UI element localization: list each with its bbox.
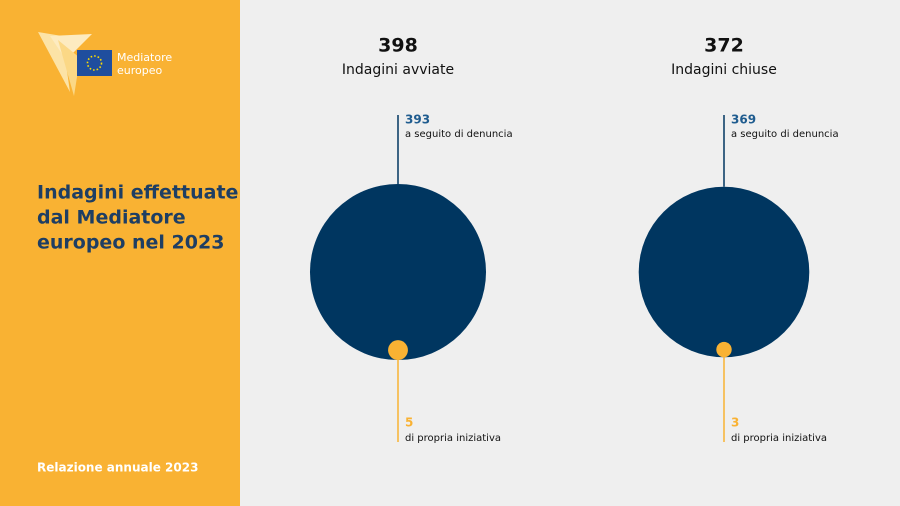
part-value: 3 [731, 416, 739, 430]
part-label: a seguito di denuncia [405, 129, 513, 140]
sidebar [0, 0, 240, 506]
part-value: 369 [731, 113, 756, 127]
panel-label: Indagini avviate [342, 62, 454, 78]
logo-text: Mediatore [117, 51, 172, 64]
part-label: di propria iniziativa [405, 433, 501, 444]
sidebar-title: dal Mediatore [37, 207, 186, 229]
sidebar-title: europeo nel 2023 [37, 232, 224, 254]
bubble [309, 183, 487, 361]
panel-label: Indagini chiuse [671, 62, 777, 78]
sidebar-footer: Relazione annuale 2023 [37, 461, 198, 475]
logo-text: europeo [117, 64, 163, 77]
part-label: a seguito di denuncia [731, 129, 839, 140]
sidebar-title: Indagini effettuate [37, 182, 238, 204]
panel-total: 372 [704, 35, 744, 57]
panel-total: 398 [378, 35, 418, 57]
bubble [716, 341, 732, 358]
part-value: 393 [405, 113, 430, 127]
bubble [638, 186, 810, 358]
logo [38, 32, 112, 96]
part-value: 5 [405, 416, 413, 430]
bubble [388, 340, 408, 361]
part-label: di propria iniziativa [731, 433, 827, 444]
